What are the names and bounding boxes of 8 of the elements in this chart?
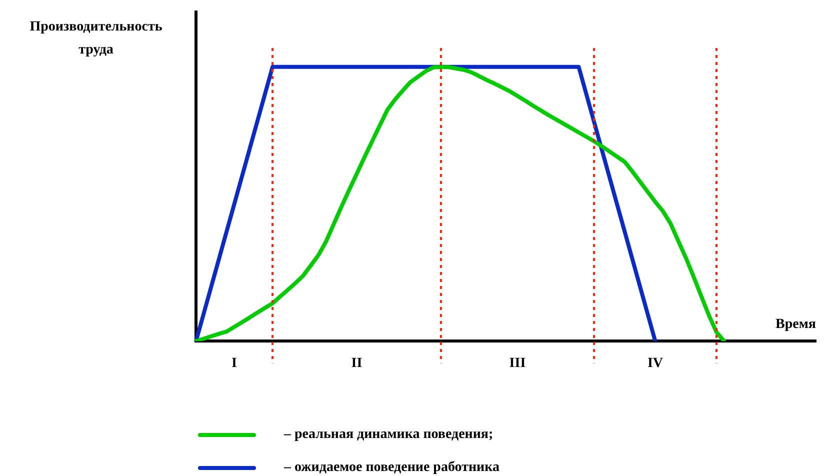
y-axis-title: Производительность труда	[30, 20, 163, 58]
x-axis-title: Время	[776, 316, 816, 332]
x-tick-label: I	[232, 356, 237, 372]
x-tick-label: IV	[647, 356, 664, 372]
legend-label: – ожидаемое поведение работника	[284, 460, 500, 476]
x-tick-label: II	[351, 356, 362, 372]
x-tick-label: III	[509, 356, 526, 372]
legend-label: – реальная динамика поведения;	[284, 426, 494, 442]
